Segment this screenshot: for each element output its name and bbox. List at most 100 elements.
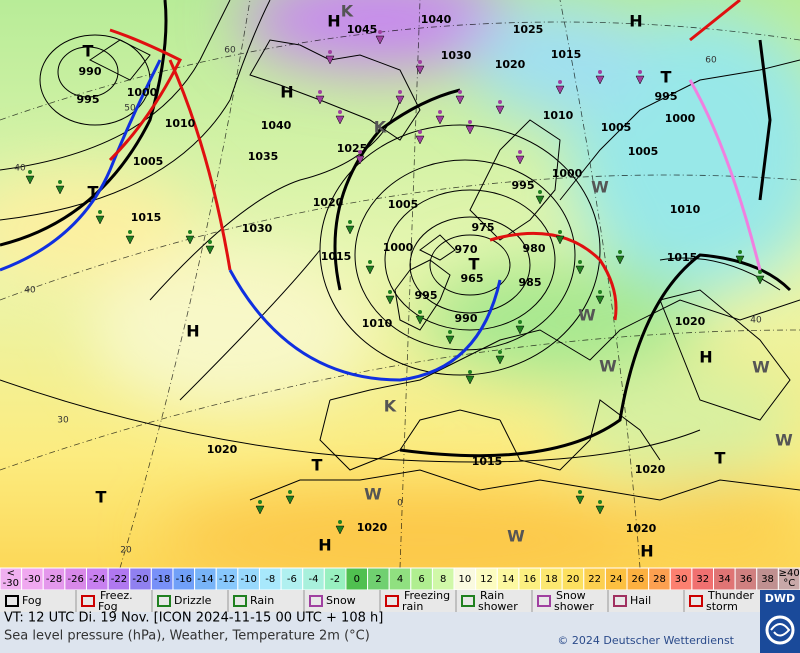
isobar-label: 1020 (675, 315, 706, 328)
pressure-system: T (96, 488, 107, 507)
warm-front (108, 28, 183, 162)
weather-symbol (28, 170, 32, 174)
weather-symbol (558, 230, 562, 234)
legend-symbol (689, 595, 703, 607)
legend-label: Rain shower (478, 589, 518, 613)
isobar-label: 975 (472, 221, 495, 234)
scale-label: 26 (631, 574, 644, 585)
isobar-label: 995 (77, 93, 100, 106)
scale-label: -28 (46, 574, 62, 585)
weather-symbol (208, 240, 212, 244)
weather-symbol (25, 175, 35, 185)
scale-label: ≥40 (779, 568, 800, 579)
weather-symbol (335, 115, 345, 125)
scale-label: -6 (287, 574, 297, 585)
weather-symbol (128, 230, 132, 234)
pressure-system: T (469, 255, 480, 274)
legend-symbol (233, 595, 247, 607)
weather-symbol (598, 500, 602, 504)
weather-symbol (598, 290, 602, 294)
legend-label: Fog (22, 594, 42, 607)
pressure-system: H (280, 83, 293, 102)
isotherm-label: 40 (24, 286, 36, 296)
isobar-label: 1020 (313, 196, 344, 209)
isobar-label: 1010 (165, 117, 196, 130)
weather-symbol (555, 235, 565, 245)
weather-symbol (578, 490, 582, 494)
scale-label: 2 (375, 574, 381, 585)
pressure-system: H (699, 348, 712, 367)
isobar-label: 1030 (242, 222, 273, 235)
isobar-label: 980 (523, 242, 546, 255)
pressure-system: T (88, 183, 99, 202)
weather-symbol (125, 235, 135, 245)
cold-front (228, 269, 502, 382)
legend-label: Rain (250, 594, 274, 607)
weather-symbol (95, 215, 105, 225)
weather-symbol (495, 355, 505, 365)
weather-symbol (738, 250, 742, 254)
dwd-logo-text: DWD (765, 592, 795, 605)
weather-symbol (188, 230, 192, 234)
pressure-system: W (752, 358, 770, 377)
isotherm-label: 60 (705, 56, 717, 66)
legend-label-line: rain (402, 600, 423, 613)
weather-symbol (595, 295, 605, 305)
scale-label: 14 (502, 574, 515, 585)
weather-symbol (458, 90, 462, 94)
scale-label: -4 (309, 574, 319, 585)
weather-symbol (328, 50, 332, 54)
weather-symbol (365, 265, 375, 275)
legend-label-line: Rain (480, 589, 504, 602)
scale-label: 36 (740, 574, 753, 585)
weather-symbol (338, 520, 342, 524)
isobar-label: 1015 (551, 48, 582, 61)
scale-label: 6 (418, 574, 424, 585)
scale-label: 4 (397, 574, 403, 585)
weather-symbol (345, 225, 355, 235)
weather-symbol (418, 310, 422, 314)
weather-symbol (558, 80, 562, 84)
pressure-system: K (341, 2, 354, 21)
legend-label: Snow (326, 594, 356, 607)
legend-symbol (537, 595, 551, 607)
isobar-label: 995 (415, 289, 438, 302)
copyright: © 2024 Deutscher Wetterdienst (557, 634, 734, 647)
weather-symbol (388, 290, 392, 294)
weather-symbol (465, 125, 475, 135)
isobar-label: 1020 (635, 463, 666, 476)
pressure-system: W (775, 431, 793, 450)
isotherm-label: 30 (57, 416, 69, 426)
isotherm-label: 0 (397, 499, 403, 509)
pressure-system: W (578, 306, 596, 325)
weather-symbol (578, 260, 582, 264)
pressure-system: W (591, 178, 609, 197)
isobar-label: 1010 (362, 317, 393, 330)
weather-symbol (498, 100, 502, 104)
isobar-label: 1020 (357, 521, 388, 534)
legend-symbol (613, 595, 627, 607)
isobar-label: 990 (79, 65, 102, 78)
weather-symbol (185, 235, 195, 245)
weather-symbol (445, 335, 455, 345)
pressure-system: H (640, 542, 653, 561)
isobar-label: 1025 (337, 142, 368, 155)
legend-label: Snow shower (554, 589, 594, 613)
isobar-label: 1040 (421, 13, 452, 26)
weather-symbol (518, 320, 522, 324)
legend-symbol (5, 595, 19, 607)
isobar-label: 990 (455, 312, 478, 325)
weather-symbol (515, 155, 525, 165)
isobar-label: 1000 (127, 86, 158, 99)
temperature-scale: <-30 -30 -28 -26 -24 -22 -20 -18 -16 -14 -12 -10 -8-… (0, 567, 800, 591)
weather-symbol (638, 70, 642, 74)
fronts (0, 0, 762, 382)
weather-symbol (378, 30, 382, 34)
weather-symbol (418, 130, 422, 134)
warm-front (489, 231, 618, 321)
scale-label: 12 (480, 574, 493, 585)
weather-symbol (465, 375, 475, 385)
scale-label: -2 (330, 574, 340, 585)
weather-symbol (255, 505, 265, 515)
